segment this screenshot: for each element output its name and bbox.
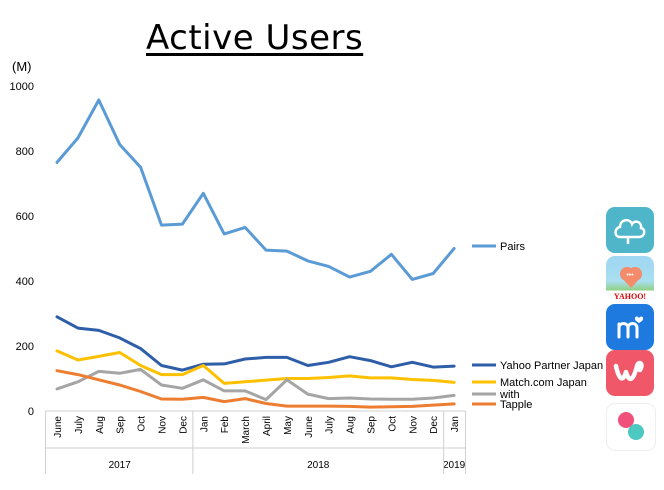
x-tick-label: Sep [367, 416, 378, 434]
x-group-label: 2018 [307, 460, 330, 471]
legend-label: Pairs [500, 241, 526, 253]
pairs-app-icon [606, 207, 654, 253]
x-tick-label: Feb [220, 416, 231, 434]
y-unit-label: (M) [12, 59, 32, 74]
match-app-icon [606, 304, 654, 350]
yahoo-logo-text: YAHOO! [614, 292, 646, 301]
with-app-icon [606, 350, 654, 396]
series-line-2 [55, 349, 456, 385]
x-tick-label: March [241, 416, 252, 444]
x-tick-label: July [325, 416, 336, 434]
y-tick-label: 400 [16, 276, 34, 288]
tapple-app-icon [606, 403, 656, 451]
x-tick-label: May [283, 416, 294, 435]
x-group-label: 2019 [443, 460, 466, 471]
series-line-0 [55, 98, 456, 281]
yahoo-partner-app-icon: ••• YAHOO! [606, 256, 654, 302]
series-line-4 [55, 369, 456, 409]
x-tick-label: Nov [158, 416, 169, 434]
x-tick-label: April [262, 416, 273, 436]
y-tick-label: 800 [16, 146, 34, 158]
legend-label: Yahoo Partner Japan [500, 360, 603, 372]
x-tick-label: Oct [387, 416, 398, 432]
x-tick-label: Aug [346, 416, 357, 434]
legend-label: Tapple [500, 399, 532, 411]
x-tick-label: July [74, 416, 85, 434]
x-tick-label: Dec [178, 416, 189, 434]
x-tick-label: Aug [95, 416, 106, 434]
svg-text:•••: ••• [626, 272, 634, 279]
y-tick-label: 1000 [10, 81, 34, 93]
x-tick-label: Oct [137, 416, 148, 432]
x-tick-label: Nov [408, 416, 419, 434]
series-line-3 [55, 367, 456, 402]
chart-title: Active Users [146, 18, 364, 58]
y-tick-label: 0 [28, 406, 34, 418]
y-tick-label: 200 [16, 341, 34, 353]
series-line-1 [55, 315, 456, 372]
x-tick-label: June [304, 416, 315, 438]
x-tick-label: Dec [429, 416, 440, 434]
legend-label: Match.com Japan [500, 377, 587, 389]
legend-label: with [499, 389, 520, 401]
x-tick-label: Sep [116, 416, 127, 434]
x-tick-label: Jan [199, 416, 210, 432]
x-tick-label: June [53, 416, 64, 438]
x-tick-label: Jan [450, 416, 461, 432]
x-group-label: 2017 [109, 460, 132, 471]
y-tick-label: 600 [16, 211, 34, 223]
